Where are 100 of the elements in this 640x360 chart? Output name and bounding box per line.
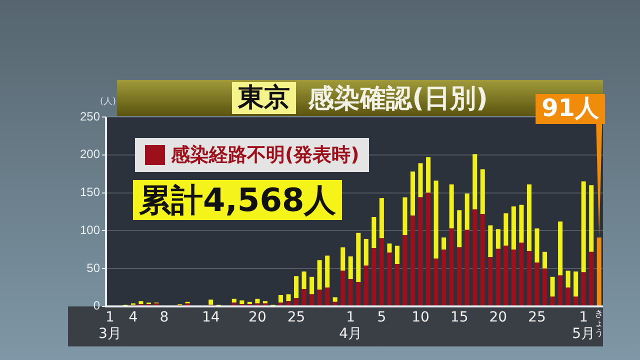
bar [526, 251, 532, 306]
bar [286, 294, 291, 302]
bar [325, 287, 330, 306]
bar [558, 222, 563, 276]
bar [348, 256, 353, 280]
bar [294, 298, 299, 306]
x-tick-label: 5 [377, 309, 386, 326]
bar [550, 276, 555, 297]
bar [348, 279, 353, 306]
bar [511, 250, 516, 306]
x-tick-label: 20 [489, 309, 508, 326]
bar [232, 298, 236, 303]
bar [294, 276, 299, 298]
bar [332, 297, 338, 302]
bar [566, 287, 570, 306]
bar [574, 296, 578, 306]
bar [418, 197, 423, 306]
bar [387, 244, 392, 253]
bar [589, 252, 594, 306]
x-tick-label: 1 5月 [572, 309, 596, 342]
bar [534, 262, 540, 306]
bar [286, 301, 291, 306]
x-tick-label: 8 [160, 309, 169, 326]
bar [410, 172, 416, 216]
y-tick-label: 100 [80, 222, 100, 237]
bar [410, 215, 416, 306]
bar [511, 206, 516, 250]
bar [581, 272, 586, 306]
x-tick-label: 15 [450, 309, 468, 326]
x-tick-label: 25 [528, 309, 546, 326]
bar [402, 235, 408, 306]
bar [394, 264, 400, 306]
bar [364, 238, 368, 266]
y-tick-label: 250 [80, 109, 100, 124]
y-tick-label: 50 [86, 260, 100, 275]
bar [504, 246, 508, 306]
bar [208, 300, 214, 305]
bar [457, 210, 462, 248]
bar [302, 288, 306, 306]
x-tick-label: きょう [594, 309, 604, 338]
bar [340, 247, 346, 271]
bar [255, 298, 260, 304]
y-axis-title: (人) [100, 96, 116, 108]
bar [480, 214, 485, 306]
bar [550, 296, 555, 306]
x-tick-label: 4 [128, 309, 138, 326]
bar [574, 272, 578, 297]
bar [496, 229, 500, 249]
bar [138, 301, 144, 304]
bar [496, 248, 500, 306]
bar [394, 246, 400, 264]
bar [317, 290, 322, 306]
bar [317, 260, 322, 290]
bar [442, 237, 446, 250]
bar [434, 180, 438, 259]
bar [426, 157, 431, 193]
bar [356, 282, 361, 306]
bar [464, 194, 470, 230]
bar [504, 213, 508, 246]
bar [566, 270, 570, 288]
bar [434, 258, 438, 306]
x-tick-label: 20 [248, 309, 266, 326]
bar [387, 252, 392, 306]
bar [340, 270, 346, 306]
bar [464, 230, 470, 306]
bar [449, 184, 454, 228]
y-tick-label: 200 [80, 147, 100, 162]
bar [488, 225, 493, 258]
x-tick-label: 1 4月 [339, 309, 362, 342]
bar [426, 192, 431, 306]
bar [278, 295, 283, 303]
bar [372, 248, 376, 306]
bar [542, 268, 548, 306]
bar [302, 272, 306, 289]
chart-title: 東京 [232, 82, 296, 114]
bar [526, 184, 532, 252]
bar [379, 198, 384, 238]
bar [472, 154, 478, 210]
bar [480, 169, 485, 214]
x-tick-label: 1 3月 [98, 309, 122, 342]
annotation: 累計4,568人 [133, 180, 342, 220]
bar [472, 209, 478, 306]
bar [488, 257, 493, 306]
bar [232, 302, 236, 306]
annotation: 91人 [542, 94, 600, 122]
bar [310, 276, 314, 294]
bar [402, 197, 408, 236]
bar [457, 247, 462, 306]
bar [519, 242, 524, 306]
y-tick-label: 150 [80, 185, 100, 200]
bar [581, 181, 586, 272]
bar [442, 250, 446, 306]
x-tick-label: 14 [202, 309, 220, 326]
bar [325, 256, 330, 288]
bar [589, 185, 594, 252]
bar [278, 302, 283, 306]
bar [449, 228, 454, 306]
bar [379, 238, 384, 306]
bar [364, 265, 368, 306]
chart-subtitle: 感染確認(日別) [308, 82, 488, 116]
